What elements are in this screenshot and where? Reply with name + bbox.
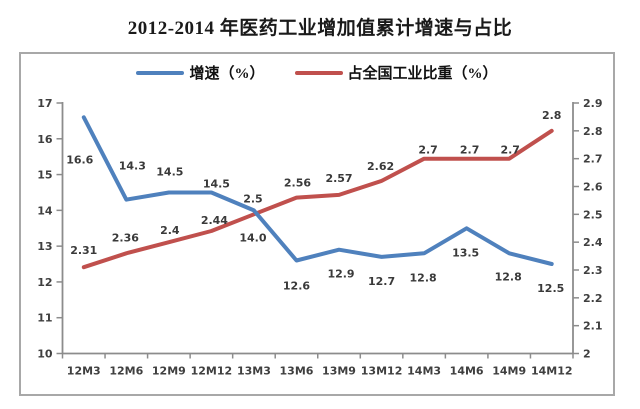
chart-legend: 增速（%） 占全国工业比重（%） bbox=[19, 62, 615, 83]
growth-data-label: 14.5 bbox=[156, 165, 183, 178]
right-axis-tick-label: 2.4 bbox=[583, 236, 603, 249]
share-data-label: 2.7 bbox=[460, 144, 480, 157]
x-axis-category-label: 13M3 bbox=[237, 365, 271, 378]
left-axis-tick-label: 14 bbox=[37, 204, 53, 217]
x-axis-category-label: 12M12 bbox=[191, 365, 233, 378]
x-axis-category-label: 13M12 bbox=[361, 365, 403, 378]
right-axis-tick-label: 2 bbox=[583, 348, 591, 361]
share-series: 2.31 2.36 2.4 2.44 2.5 2.56 2.57 2.62 2.7 2.7 2.7 2… bbox=[70, 109, 562, 270]
x-axis-category-label: 14M12 bbox=[531, 365, 573, 378]
left-axis-tick-label: 16 bbox=[37, 133, 53, 146]
x-axis-category-label: 14M3 bbox=[407, 365, 441, 378]
growth-data-label: 12.6 bbox=[283, 279, 310, 292]
growth-data-label: 14.0 bbox=[239, 231, 266, 244]
growth-data-label: 12.7 bbox=[368, 275, 395, 288]
growth-data-label: 13.5 bbox=[452, 246, 479, 259]
right-axis-tick-label: 2.5 bbox=[583, 208, 603, 221]
chart-frame bbox=[19, 52, 615, 396]
left-axis-tick-label: 13 bbox=[37, 240, 52, 253]
left-axis-tick-label: 12 bbox=[37, 276, 52, 289]
x-axis-ticks: 12M3 12M6 12M9 12M12 13M3 13M6 13M9 13M12 14M3 14… bbox=[61, 353, 574, 378]
share-data-label: 2.56 bbox=[284, 177, 311, 190]
legend-item-growth: 增速（%） bbox=[136, 62, 265, 83]
share-data-label: 2.5 bbox=[243, 192, 263, 205]
share-line-swatch-icon bbox=[294, 70, 343, 75]
x-axis-category-label: 12M6 bbox=[109, 365, 143, 378]
share-data-label: 2.57 bbox=[325, 172, 352, 185]
growth-data-label: 16.6 bbox=[66, 153, 93, 166]
share-data-label: 2.4 bbox=[160, 224, 180, 237]
growth-data-label: 12.8 bbox=[495, 270, 522, 283]
right-axis-ticks: 2.9 2.8 2.7 2.6 2.5 2.4 2.3 2.2 2.1 2 bbox=[573, 97, 603, 361]
right-axis-tick-label: 2.7 bbox=[583, 153, 603, 166]
x-axis-category-label: 14M9 bbox=[492, 365, 526, 378]
right-axis-tick-label: 2.2 bbox=[583, 292, 603, 305]
share-data-label: 2.8 bbox=[542, 109, 562, 122]
right-axis-tick-label: 2.3 bbox=[583, 264, 603, 277]
share-data-label: 2.7 bbox=[500, 144, 520, 157]
x-axis-category-label: 12M9 bbox=[152, 365, 186, 378]
growth-data-label: 12.5 bbox=[537, 282, 564, 295]
right-axis-tick-label: 2.9 bbox=[583, 97, 603, 110]
growth-data-label: 14.3 bbox=[119, 160, 146, 173]
growth-data-label: 12.9 bbox=[327, 268, 354, 281]
left-axis-tick-label: 10 bbox=[37, 348, 53, 361]
growth-data-label: 12.8 bbox=[410, 271, 437, 284]
share-line bbox=[81, 128, 554, 270]
chart-title: 2012-2014 年医药工业增加值累计增速与占比 bbox=[127, 18, 513, 39]
growth-line-swatch-icon bbox=[136, 70, 185, 75]
x-axis-category-label: 13M9 bbox=[322, 365, 356, 378]
left-axis-tick-label: 15 bbox=[37, 169, 52, 182]
right-axis-tick-label: 2.1 bbox=[583, 320, 603, 333]
right-axis-tick-label: 2.8 bbox=[583, 125, 603, 138]
share-data-label: 2.44 bbox=[201, 214, 228, 227]
axes bbox=[61, 102, 574, 355]
legend-item-share: 占全国工业比重（%） bbox=[294, 62, 498, 83]
legend-label-share: 占全国工业比重（%） bbox=[347, 66, 498, 82]
growth-line bbox=[81, 115, 554, 266]
growth-series: 16.6 14.3 14.5 14.5 14.0 12.6 12.9 12.7 12.8 13.5… bbox=[66, 115, 564, 295]
share-data-label: 2.36 bbox=[112, 231, 139, 244]
x-axis-category-label: 12M3 bbox=[67, 365, 101, 378]
share-data-label: 2.31 bbox=[70, 244, 97, 257]
x-axis-category-label: 13M6 bbox=[280, 365, 314, 378]
right-axis-tick-label: 2.6 bbox=[583, 181, 603, 194]
growth-data-label: 14.5 bbox=[203, 177, 230, 190]
x-axis-category-label: 14M6 bbox=[450, 365, 484, 378]
share-data-label: 2.62 bbox=[367, 160, 394, 173]
left-axis-tick-label: 17 bbox=[37, 97, 52, 110]
left-axis-ticks: 17 16 15 14 13 12 11 10 bbox=[37, 97, 63, 361]
legend-label-growth: 增速（%） bbox=[189, 66, 265, 82]
share-data-label: 2.7 bbox=[418, 144, 438, 157]
left-axis-tick-label: 11 bbox=[37, 312, 52, 325]
